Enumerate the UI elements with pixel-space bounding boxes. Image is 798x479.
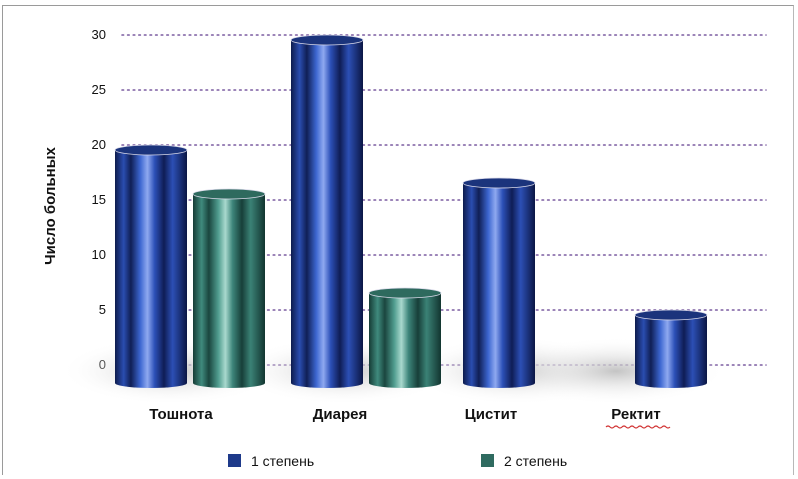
legend-item: 2 степень <box>481 453 567 469</box>
bar-body <box>115 150 187 388</box>
legend-label: 2 степень <box>504 453 567 469</box>
y-tick-label: 20 <box>92 137 106 152</box>
bar <box>290 34 364 388</box>
y-axis-label: Число больных <box>42 146 59 264</box>
legend-swatch <box>481 454 494 467</box>
bar-cap <box>114 144 188 156</box>
x-tick-label: Диарея <box>313 406 368 423</box>
bar <box>634 309 708 388</box>
legend-label: 1 степень <box>251 453 314 469</box>
bar <box>114 144 188 388</box>
bar-cap <box>462 177 536 189</box>
x-tick-label: Цистит <box>465 406 517 423</box>
x-tick-label: Ректит <box>611 406 660 423</box>
bar <box>192 188 266 388</box>
y-tick-label: 30 <box>92 27 106 42</box>
y-tick-label: 10 <box>92 247 106 262</box>
bar-body <box>291 40 363 388</box>
bar-cap <box>290 34 364 46</box>
bar-cap <box>634 309 708 321</box>
bar-cap <box>368 287 442 299</box>
bar-cap <box>192 188 266 200</box>
bar-body <box>193 194 265 388</box>
bar-body <box>463 183 535 388</box>
x-tick-label: Тошнота <box>149 406 213 423</box>
bar <box>462 177 536 388</box>
y-tick-label: 15 <box>92 192 106 207</box>
chart-frame <box>2 5 794 475</box>
y-tick-label: 5 <box>99 302 106 317</box>
spellcheck-underline <box>605 425 671 429</box>
bar <box>368 287 442 388</box>
y-tick-label: 25 <box>92 82 106 97</box>
bar-body <box>635 315 707 388</box>
bar-body <box>369 293 441 388</box>
legend-swatch <box>228 454 241 467</box>
legend-item: 1 степень <box>228 453 314 469</box>
